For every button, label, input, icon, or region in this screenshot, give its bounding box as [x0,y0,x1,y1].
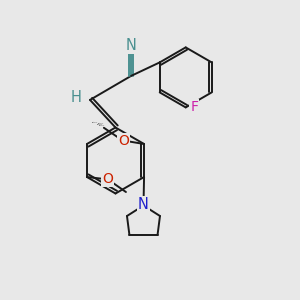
Text: methoxy: methoxy [101,127,107,128]
Text: F: F [190,100,198,114]
Text: methoxy: methoxy [97,124,103,125]
Text: N: N [126,38,136,52]
Text: methoxy: methoxy [99,125,106,126]
Text: O: O [118,134,129,148]
Text: N: N [138,197,149,212]
Text: methoxy: methoxy [92,122,99,123]
Text: O: O [102,172,113,186]
Text: methoxy: methoxy [98,123,105,124]
Text: H: H [71,90,82,105]
Text: methoxy: methoxy [99,126,106,127]
